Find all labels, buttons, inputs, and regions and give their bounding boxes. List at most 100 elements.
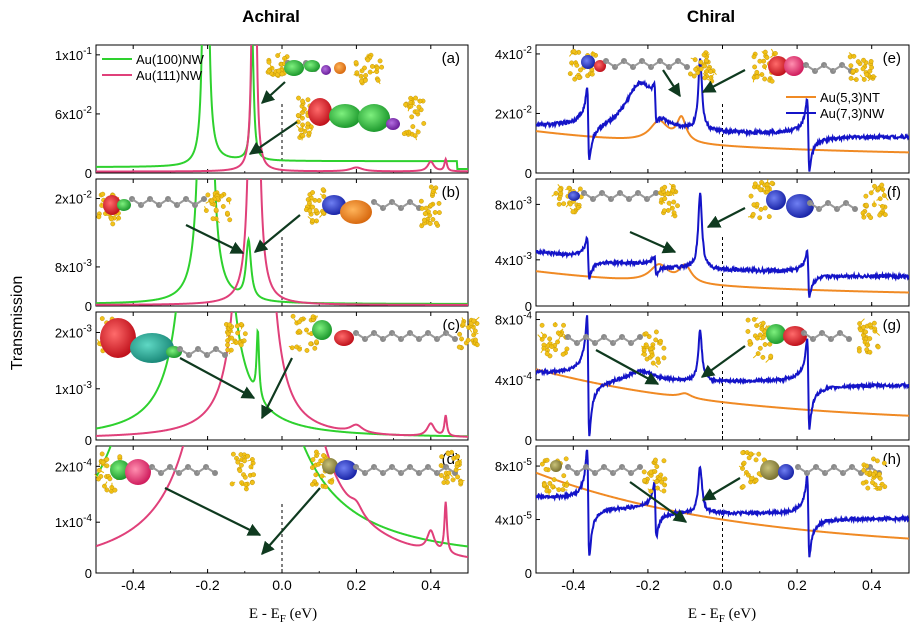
molecule-chain-icon bbox=[177, 346, 228, 358]
orbital-lobe bbox=[312, 320, 332, 340]
y-tick-mantissa: 0 bbox=[525, 433, 532, 448]
orbital-lobe bbox=[766, 190, 786, 210]
y-tick-label: 2x10-2 bbox=[55, 190, 93, 207]
y-tick-label: 1x10-4 bbox=[55, 513, 93, 530]
x-tick-label: 0.4 bbox=[421, 577, 441, 593]
y-tick-mantissa: 0 bbox=[85, 166, 92, 181]
y-tick-mantissa: 0 bbox=[85, 433, 92, 448]
y-tick-mantissa: 4x10 bbox=[495, 253, 523, 268]
x-tick-label: -0.2 bbox=[196, 577, 220, 593]
y-tick-mantissa: 8x10 bbox=[495, 197, 523, 212]
y-tick-label: 0 bbox=[525, 166, 532, 181]
series-line-Au(5,3)NT bbox=[536, 368, 909, 417]
y-tick-label: 0 bbox=[85, 566, 92, 581]
y-tick-exponent: -5 bbox=[523, 457, 532, 468]
y-tick-exponent: -2 bbox=[523, 45, 532, 56]
y-tick-label: 4x10-2 bbox=[495, 45, 533, 62]
molecule-chain-icon bbox=[803, 62, 854, 74]
y-tick-mantissa: 8x10 bbox=[55, 260, 83, 275]
panel-label: (g) bbox=[883, 317, 901, 334]
y-tick-mantissa: 2x10 bbox=[55, 325, 83, 340]
orbital-lobe bbox=[110, 460, 130, 480]
legend-label: Au(100)NW bbox=[136, 52, 205, 67]
y-tick-label: 0 bbox=[85, 433, 92, 448]
panel-frame bbox=[535, 445, 910, 574]
gold-cluster-icon bbox=[418, 184, 442, 229]
molecule-chain-icon bbox=[149, 464, 218, 476]
pointer-arrow bbox=[253, 214, 301, 253]
y-tick-label: 4x10-3 bbox=[495, 251, 533, 268]
x-axis-label-left-main: E - E bbox=[249, 606, 280, 622]
panel-f: 0 4x10-3 8x10-3 (f) bbox=[495, 178, 910, 314]
orbital-lobe bbox=[768, 56, 788, 76]
gold-cluster-icon bbox=[688, 50, 717, 84]
orbital-lobe bbox=[335, 460, 357, 480]
y-tick-label: 2x10-4 bbox=[55, 457, 93, 474]
gold-cluster-icon bbox=[745, 317, 774, 363]
pointer-arrow bbox=[164, 487, 262, 536]
x-tick-label: -0.4 bbox=[561, 577, 585, 593]
pointer-arrow bbox=[261, 357, 293, 420]
orbital-lobe bbox=[322, 458, 338, 474]
y-tick-label: 8x10-3 bbox=[55, 258, 93, 275]
orbital-lobe bbox=[340, 200, 372, 224]
x-axis-label-left-sub: F bbox=[280, 613, 286, 625]
panel-label: (f) bbox=[887, 184, 901, 201]
y-tick-mantissa: 4x10 bbox=[495, 373, 523, 388]
orbital-lobe bbox=[766, 324, 786, 344]
series-line-Au(5,3)NT bbox=[536, 471, 909, 540]
gold-cluster-icon bbox=[847, 52, 877, 82]
pointer-arrow bbox=[595, 349, 660, 385]
orbital-lobe bbox=[550, 460, 562, 472]
x-tick-label: 0.2 bbox=[787, 577, 807, 593]
series-line-Au(111)NW bbox=[96, 312, 468, 438]
y-tick-label: 0 bbox=[525, 299, 532, 314]
y-tick-exponent: -4 bbox=[83, 457, 92, 468]
y-tick-label: 8x10-3 bbox=[495, 195, 533, 212]
x-axis-label-right: E - EF (eV) bbox=[688, 606, 756, 625]
pointer-arrow bbox=[261, 81, 286, 104]
legend-label: Au(111)NW bbox=[136, 68, 203, 83]
orbital-lobe bbox=[358, 104, 390, 132]
x-axis-label-right-main: E - E bbox=[688, 606, 719, 622]
panel-label: (a) bbox=[442, 50, 460, 67]
y-tick-exponent: -2 bbox=[83, 105, 92, 116]
panel-frame bbox=[535, 311, 910, 441]
molecule-insets bbox=[94, 48, 889, 555]
molecule-chain-icon bbox=[603, 58, 690, 70]
orbital-lobe bbox=[386, 118, 400, 130]
orbital-lobe bbox=[322, 195, 346, 215]
molecule-chain-icon bbox=[353, 330, 458, 342]
molecule-chain-icon bbox=[807, 200, 858, 212]
molecule-chain-icon bbox=[371, 199, 422, 211]
y-tick-label: 1x10-1 bbox=[55, 46, 93, 63]
orbital-lobe bbox=[100, 318, 136, 358]
y-tick-exponent: -3 bbox=[83, 380, 92, 391]
y-tick-mantissa: 2x10 bbox=[55, 459, 83, 474]
orbital-lobe bbox=[334, 62, 346, 74]
y-tick-label: 0 bbox=[525, 566, 532, 581]
orbital-lobe bbox=[334, 330, 354, 346]
orbital-lobe bbox=[103, 195, 121, 215]
orbital-lobe bbox=[329, 104, 361, 128]
y-tick-label: 4x10-5 bbox=[495, 511, 533, 528]
series-line-Au(7,3)NW bbox=[536, 192, 909, 298]
pointer-arrow bbox=[179, 357, 256, 399]
y-tick-exponent: -3 bbox=[83, 323, 92, 334]
x-tick-label: 0.0 bbox=[713, 577, 733, 593]
y-tick-label: 2x10-2 bbox=[495, 104, 533, 121]
y-tick-exponent: -4 bbox=[83, 513, 92, 524]
orbital-lobe bbox=[784, 56, 804, 76]
pointer-arrow bbox=[701, 69, 746, 93]
orbital-lobe bbox=[304, 60, 320, 72]
gold-cluster-icon bbox=[438, 449, 465, 487]
orbital-lobe bbox=[786, 194, 814, 218]
y-tick-exponent: -1 bbox=[83, 46, 92, 57]
orbital-lobe bbox=[568, 191, 580, 201]
pointer-arrow bbox=[706, 207, 746, 228]
orbital-lobe bbox=[594, 60, 606, 72]
